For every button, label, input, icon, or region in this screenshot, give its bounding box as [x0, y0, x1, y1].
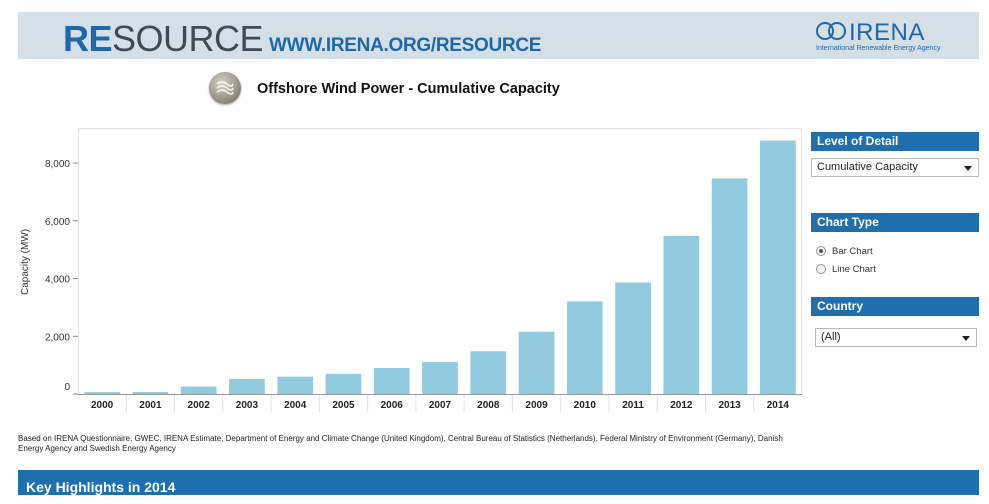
header-banner: RESOURCE WWW.IRENA.ORG/RESOURCE IRENA Int… — [18, 12, 979, 59]
x-tick-label: 2005 — [332, 400, 355, 411]
source-note: Based on IRENA Questionnaire, GWEC, IREN… — [18, 434, 783, 453]
radio-unselected-icon — [816, 264, 826, 274]
chart-title: Offshore Wind Power - Cumulative Capacit… — [257, 81, 560, 97]
x-tick-label: 2013 — [718, 400, 741, 411]
x-tick-label: 2004 — [284, 400, 307, 411]
resource-wordmark[interactable]: RESOURCE WWW.IRENA.ORG/RESOURCE — [63, 18, 541, 60]
level-of-detail-header: Level of Detail — [811, 132, 979, 151]
key-highlights-title: Key Highlights in 2014 — [26, 479, 176, 495]
x-tick-label: 2006 — [381, 400, 404, 411]
x-tick-label: 2001 — [139, 400, 162, 411]
x-tick-label: 2002 — [188, 400, 211, 411]
bar-2013[interactable] — [711, 178, 748, 394]
x-tick-label: 2010 — [574, 400, 597, 411]
bar-2009[interactable] — [518, 331, 555, 394]
chevron-down-icon — [964, 166, 972, 171]
bar-2003[interactable] — [229, 378, 265, 394]
y-tick-label: 6,000 — [45, 217, 70, 228]
x-tick-label: 2009 — [525, 400, 548, 411]
bar-2011[interactable] — [615, 282, 651, 394]
irena-logo[interactable]: IRENA International Renewable Energy Age… — [796, 18, 946, 54]
y-tick-label: 2,000 — [45, 332, 70, 343]
key-highlights-bar[interactable]: Key Highlights in 2014 — [18, 470, 979, 495]
bar-2000[interactable] — [84, 392, 120, 394]
chevron-down-icon — [962, 336, 970, 341]
brand-source: SOURCE — [112, 18, 264, 59]
x-tick-label: 2007 — [429, 400, 452, 411]
logo-ring-icon — [828, 22, 846, 40]
bar-2010[interactable] — [566, 301, 603, 394]
x-tick-label: 2012 — [670, 400, 693, 411]
bar-2002[interactable] — [180, 386, 217, 394]
x-tick-label: 2003 — [236, 400, 259, 411]
wind-icon — [209, 72, 241, 104]
x-tick-label: 2008 — [477, 400, 500, 411]
y-tick-label: 8,000 — [45, 159, 70, 170]
country-header: Country — [811, 297, 979, 316]
radio-label: Bar Chart — [832, 246, 873, 257]
bar-2014[interactable] — [760, 140, 796, 394]
x-tick-label: 2011 — [622, 400, 644, 411]
bar-2004[interactable] — [277, 376, 314, 394]
level-of-detail-dropdown[interactable]: Cumulative Capacity — [811, 158, 979, 177]
chart-type-header: Chart Type — [811, 213, 979, 232]
bar-2006[interactable] — [373, 368, 410, 394]
country-value: (All) — [821, 331, 841, 343]
bar-chart: 0 2,000 4,000 6,000 8,000 2000 2001 2002 2003 200… — [45, 140, 802, 412]
bar-2007[interactable] — [422, 361, 458, 394]
logo-name: IRENA — [849, 19, 925, 46]
brand-re: RE — [63, 18, 113, 59]
radio-label: Line Chart — [832, 264, 876, 275]
bar-2001[interactable] — [132, 392, 169, 394]
level-of-detail-value: Cumulative Capacity — [817, 161, 918, 173]
bar-2005[interactable] — [325, 373, 362, 394]
bar-2012[interactable] — [663, 235, 700, 394]
radio-selected-icon — [816, 246, 826, 256]
y-tick-label: 0 — [64, 382, 70, 393]
country-dropdown[interactable]: (All) — [815, 328, 977, 347]
y-tick-label: 4,000 — [45, 275, 70, 286]
logo-subtitle: International Renewable Energy Agency — [816, 45, 941, 52]
bar-2008[interactable] — [470, 351, 507, 394]
x-tick-label: 2000 — [91, 400, 114, 411]
x-tick-label: 2014 — [767, 400, 790, 411]
brand-url[interactable]: WWW.IRENA.ORG/RESOURCE — [269, 35, 542, 56]
